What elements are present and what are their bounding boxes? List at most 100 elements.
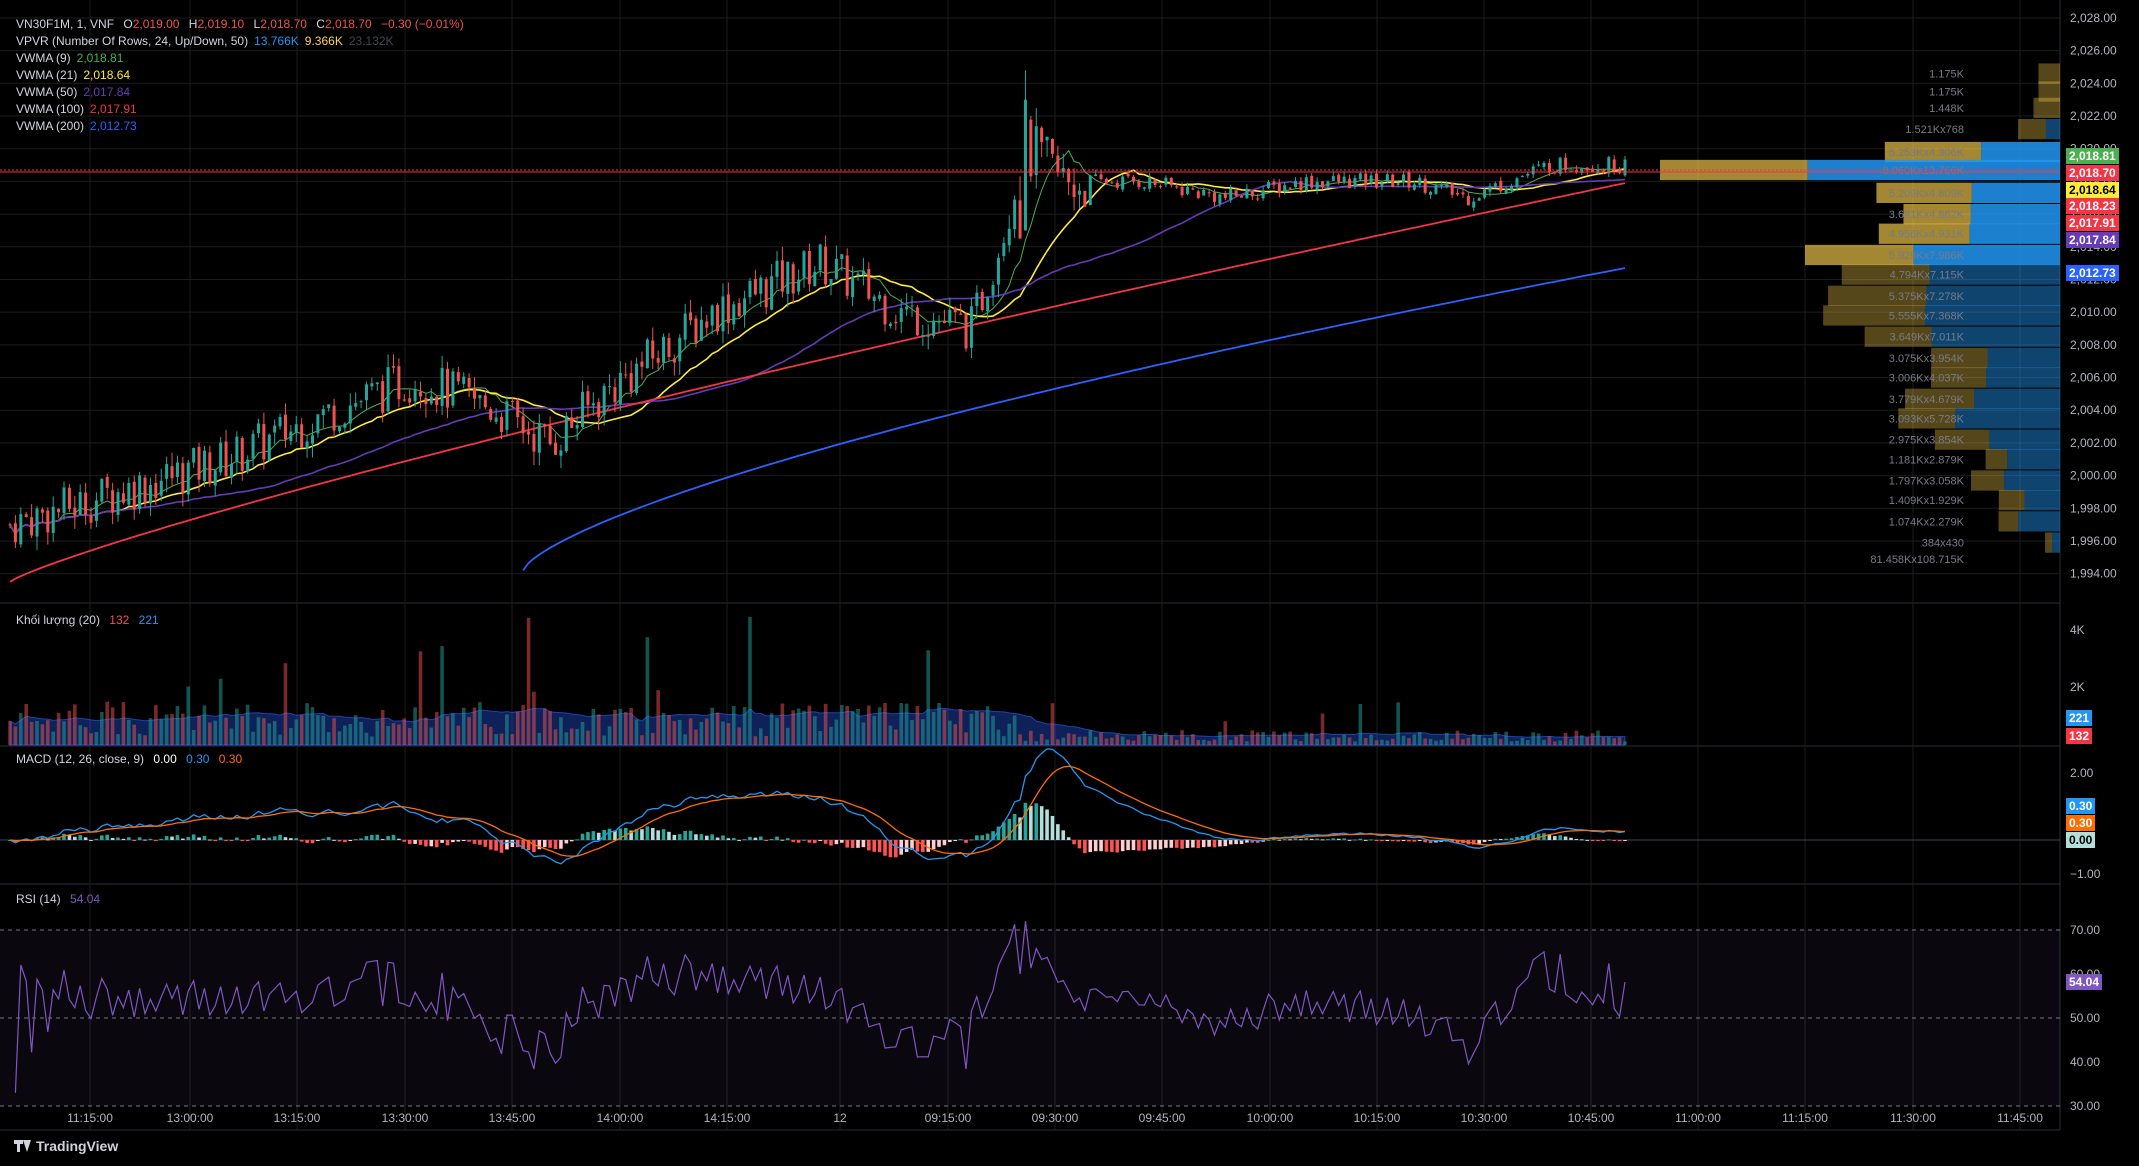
macd-histogram-bar: [948, 840, 952, 843]
volume-bar: [661, 713, 666, 745]
candle-body: [1158, 186, 1162, 188]
candle-body: [148, 484, 152, 504]
macd-histogram-bar: [197, 837, 201, 840]
macd-histogram-bar: [926, 840, 931, 852]
macd-histogram-bar: [634, 829, 639, 840]
volume-bar: [942, 709, 947, 745]
macd-histogram-bar: [1120, 840, 1125, 852]
volume-bar: [564, 732, 569, 745]
volume-bar: [1385, 740, 1390, 745]
indicator-row[interactable]: VWMA (200) 2,012.73: [16, 118, 470, 135]
candle-body: [1218, 194, 1222, 204]
indicator-row[interactable]: VPVR (Number Of Rows, 24, Up/Down, 50) 13…: [16, 33, 470, 50]
volume-bar: [451, 713, 455, 745]
volume-bar: [1612, 738, 1616, 745]
rsi-pane: [14, 921, 1626, 1093]
volume-bar: [1104, 738, 1109, 745]
macd-histogram-bar: [1282, 839, 1287, 841]
volume-bar: [456, 725, 461, 745]
macd-histogram-bar: [1369, 839, 1373, 841]
volume-bar: [780, 703, 785, 745]
volume-bar: [19, 713, 23, 745]
macd-histogram-bar: [1180, 840, 1184, 849]
candle-body: [208, 452, 212, 484]
volume-bar: [742, 707, 747, 745]
volume-bar: [245, 704, 250, 745]
candle-body: [375, 382, 379, 385]
macd-histogram-bar: [1585, 839, 1589, 841]
volume-bar: [840, 705, 844, 745]
vpvr-row-up: [1986, 367, 2060, 388]
tradingview-logo[interactable]: TradingView: [14, 1138, 118, 1154]
candle-body: [1250, 190, 1254, 197]
volume-tick: 2K: [2070, 680, 2085, 694]
macd-histogram-bar: [1191, 840, 1195, 848]
volume-bar: [975, 710, 979, 745]
macd-legend[interactable]: MACD (12, 26, close, 9) 0.00 0.30 0.30: [16, 752, 248, 766]
candle-body: [732, 304, 736, 325]
vpvr-row-up: [1971, 182, 2060, 204]
volume-tick: 4K: [2070, 623, 2085, 637]
vpvr-row-down: [2018, 118, 2046, 140]
candle-body: [51, 506, 55, 533]
time-tick: 13:30:00: [382, 1111, 429, 1125]
candle-body: [262, 423, 266, 460]
time-axis[interactable]: 11:15:00 13:00:00 13:15:00 13:30:00 13:45:00…: [67, 1111, 2043, 1125]
candle-body: [1013, 199, 1017, 230]
candle-body: [759, 277, 763, 294]
volume-bar: [1428, 738, 1433, 745]
volume-bar: [1536, 733, 1541, 745]
macd-histogram-bar: [1050, 815, 1055, 840]
volume-legend[interactable]: Khối lượng (20) 132 221: [16, 613, 165, 627]
symbol-label[interactable]: VN30F1M, 1, VNF: [16, 17, 115, 31]
macd-histogram-bar: [834, 840, 839, 845]
volume-bar: [867, 705, 871, 745]
indicator-row[interactable]: VWMA (21) 2,018.64: [16, 67, 470, 84]
macd-histogram-bar: [537, 840, 542, 850]
candle-body: [1304, 177, 1308, 191]
candle-body: [62, 487, 66, 514]
volume-bar: [1012, 715, 1017, 745]
macd-histogram-bar: [154, 840, 158, 841]
volume-bar: [1309, 733, 1314, 745]
volume-bar: [78, 725, 83, 745]
candle-body: [8, 524, 12, 526]
candle-body: [1412, 184, 1416, 190]
ohlc-row[interactable]: VN30F1M, 1, VNF O2,019.00 H2,019.10 L2,0…: [16, 16, 470, 33]
candle-body: [327, 404, 331, 409]
indicator-row[interactable]: VWMA (100) 2,017.91: [16, 101, 470, 118]
volume-bar: [1374, 740, 1379, 745]
volume-bar: [829, 726, 833, 745]
time-tick: 13:00:00: [167, 1111, 214, 1125]
macd-histogram-bar: [1606, 839, 1611, 841]
candle-body: [1402, 174, 1406, 183]
volume-bar: [721, 721, 725, 745]
volume-bar: [715, 712, 720, 745]
volume-bar: [1299, 741, 1303, 745]
candle-body: [1034, 126, 1038, 176]
candle-body: [845, 255, 849, 296]
volume-bar: [1423, 738, 1427, 745]
volume-bar: [996, 729, 1001, 745]
volume-bar: [251, 731, 255, 745]
volume-bar: [116, 734, 120, 745]
indicator-row[interactable]: VWMA (50) 2,017.84: [16, 84, 470, 101]
volume-bar: [796, 708, 801, 745]
macd-histogram-bar: [1493, 838, 1498, 840]
macd-histogram-bar: [1153, 840, 1157, 850]
rsi-legend[interactable]: RSI (14) 54.04: [16, 892, 106, 906]
volume-bar: [1606, 736, 1611, 745]
candle-body: [1445, 184, 1449, 188]
low-label: L2,018.70: [253, 17, 307, 31]
volume-bar: [461, 707, 466, 745]
volume-bar: [1099, 732, 1103, 745]
volume-bar: [1461, 739, 1465, 745]
volume-bar: [224, 717, 228, 745]
vwma50-line: [9, 178, 1626, 536]
indicator-value: 9.366K: [304, 34, 343, 48]
volume-bar: [1547, 736, 1552, 745]
candle-body: [548, 425, 552, 445]
macd-histogram-bar: [937, 840, 941, 847]
indicator-row[interactable]: VWMA (9) 2,018.81: [16, 50, 470, 67]
